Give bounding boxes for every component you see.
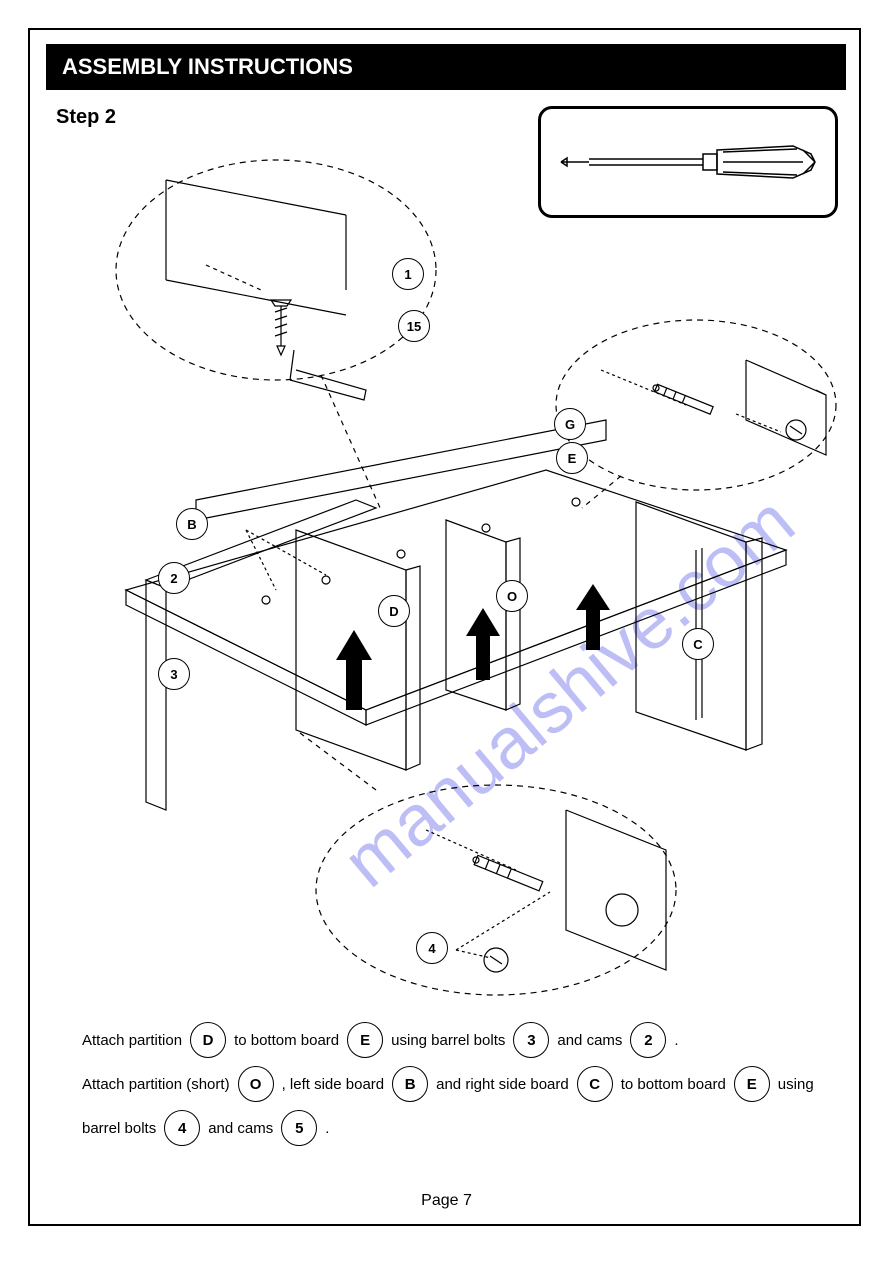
instruction-text-block: Attach partition D to bottom board E usi… <box>46 1022 846 1202</box>
callout-C: C <box>682 628 714 660</box>
ref-2: 2 <box>630 1022 666 1058</box>
text: and cams <box>208 1120 273 1137</box>
ref-5: 5 <box>281 1110 317 1146</box>
callout-4-5: 4 <box>416 932 448 964</box>
text: barrel bolts <box>82 1120 156 1137</box>
text: and cams <box>557 1032 622 1049</box>
text: . <box>674 1032 678 1049</box>
ref-B: B <box>392 1066 428 1102</box>
ref-E: E <box>347 1022 383 1058</box>
ref-E-2: E <box>734 1066 770 1102</box>
callout-B: B <box>176 508 208 540</box>
text: , left side board <box>282 1076 385 1093</box>
callout-O: O <box>496 580 528 612</box>
text: to bottom board <box>234 1032 339 1049</box>
callout-15: 15 <box>398 310 430 342</box>
callout-2: 2 <box>158 562 190 594</box>
text: and right side board <box>436 1076 569 1093</box>
step-label: Step 2 <box>56 106 116 129</box>
page-number: Page 7 <box>0 1192 893 1210</box>
ref-C: C <box>577 1066 613 1102</box>
callout-D: D <box>378 595 410 627</box>
ref-3: 3 <box>513 1022 549 1058</box>
instruction-line-1: Attach partition D to bottom board E usi… <box>82 1022 679 1058</box>
callout-E: E <box>556 442 588 474</box>
text: Attach partition <box>82 1032 182 1049</box>
text: to bottom board <box>621 1076 726 1093</box>
text: using <box>778 1076 814 1093</box>
assembly-diagram: manualshive.com <box>46 150 846 1020</box>
ref-O: O <box>238 1066 274 1102</box>
text: using barrel bolts <box>391 1032 505 1049</box>
ref-4: 4 <box>164 1110 200 1146</box>
ref-D: D <box>190 1022 226 1058</box>
header-bar: ASSEMBLY INSTRUCTIONS <box>46 44 846 90</box>
callout-3: 3 <box>158 658 190 690</box>
instruction-line-2: Attach partition (short) O , left side b… <box>82 1066 814 1102</box>
instruction-line-3: barrel bolts 4 and cams 5 . <box>82 1110 329 1146</box>
watermark-text: manualshive.com <box>329 481 810 902</box>
callout-1: 1 <box>392 258 424 290</box>
text: Attach partition (short) <box>82 1076 230 1093</box>
page: ASSEMBLY INSTRUCTIONS Ste <box>0 0 893 1262</box>
callout-G-upper: G <box>554 408 586 440</box>
header-title: ASSEMBLY INSTRUCTIONS <box>62 54 353 80</box>
text: . <box>325 1120 329 1137</box>
